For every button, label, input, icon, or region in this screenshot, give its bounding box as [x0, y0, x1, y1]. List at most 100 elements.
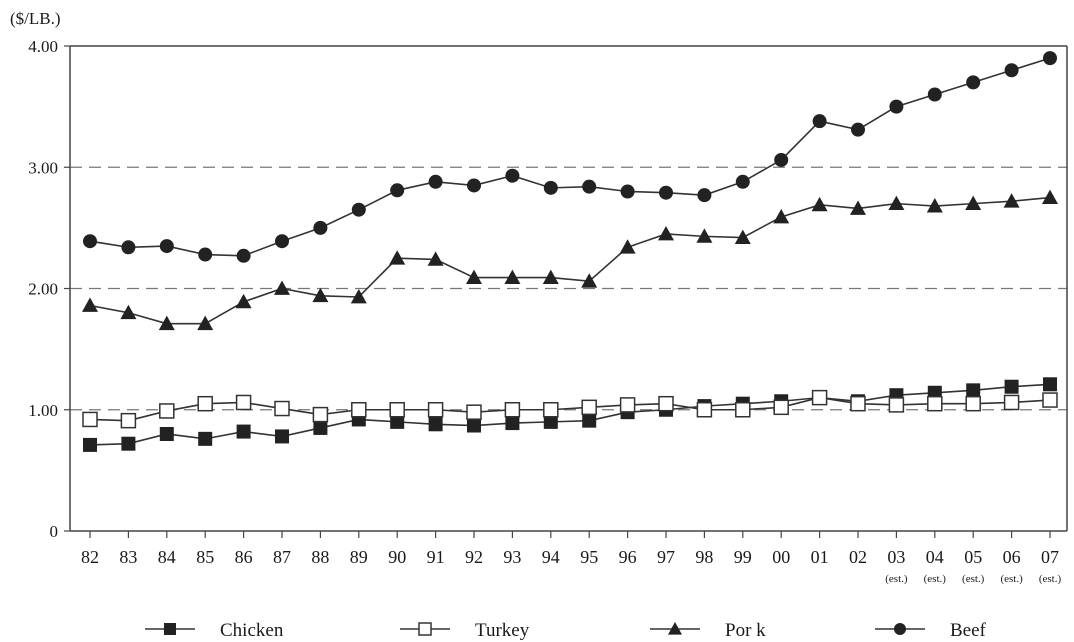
legend-label: Turkey	[475, 620, 530, 641]
data-point-marker	[543, 402, 559, 418]
data-point-marker	[619, 239, 636, 254]
x-tick-label: 87	[273, 547, 291, 567]
data-point-marker	[543, 414, 558, 429]
data-point-marker	[159, 239, 174, 254]
y-axis-unit-label: ($/LB.)	[10, 9, 61, 28]
data-point-marker	[812, 114, 827, 129]
data-point-marker	[543, 180, 558, 195]
data-point-marker	[1004, 379, 1019, 394]
x-tick-label: 03	[887, 547, 905, 567]
data-point-marker	[734, 229, 751, 244]
data-point-marker	[275, 234, 289, 249]
x-tick-label: 89	[350, 547, 368, 567]
data-point-marker	[466, 269, 482, 284]
data-point-marker	[159, 427, 174, 441]
data-point-marker	[1042, 189, 1058, 204]
data-point-marker	[926, 198, 943, 213]
data-point-marker	[467, 178, 481, 193]
data-point-marker	[83, 437, 97, 452]
x-tick-label: 94	[542, 547, 560, 567]
y-tick-label: 2.00	[28, 280, 58, 299]
data-point-marker	[1004, 63, 1019, 78]
x-tick-label: 06	[1003, 547, 1021, 567]
x-tick-label: 05	[964, 547, 982, 567]
x-tick-label: 98	[695, 547, 713, 567]
data-point-marker	[428, 174, 443, 189]
y-axis-ticks: 0 1.00 2.00 3.00 4.00	[28, 37, 70, 541]
x-tick-label: 02	[849, 547, 867, 567]
x-tick-label: 85	[196, 547, 214, 567]
data-point-marker	[390, 414, 405, 429]
data-point-marker	[965, 395, 981, 412]
data-point-marker	[505, 416, 520, 431]
x-tick-sublabel: (est.)	[885, 573, 908, 585]
data-point-marker	[581, 399, 597, 416]
data-point-marker	[542, 269, 559, 284]
data-point-marker	[889, 99, 904, 114]
data-point-marker	[164, 623, 176, 635]
x-tick-label: 97	[657, 547, 675, 567]
legend-label: Chicken	[220, 620, 284, 641]
data-point-marker	[1042, 392, 1058, 408]
data-point-marker	[351, 202, 366, 217]
data-point-marker	[1043, 377, 1057, 392]
data-point-marker	[274, 400, 290, 417]
data-point-marker	[811, 196, 828, 212]
x-tick-label: 99	[734, 547, 752, 567]
x-tick-label: 00	[772, 547, 790, 567]
series-chicken	[83, 377, 1057, 452]
data-point-marker	[120, 412, 137, 429]
data-point-marker	[350, 288, 367, 304]
data-point-marker	[198, 247, 213, 262]
series-pork	[82, 189, 1058, 331]
x-tick-label: 83	[119, 547, 137, 567]
y-tick-label: 0	[50, 522, 59, 541]
series-line	[89, 383, 1051, 446]
x-tick-label: 92	[465, 547, 483, 567]
data-point-marker	[774, 152, 789, 167]
data-point-marker	[158, 315, 175, 331]
data-point-marker	[927, 87, 942, 102]
legend-label: Por k	[725, 620, 766, 641]
x-tick-label: 86	[235, 547, 253, 567]
data-point-marker	[82, 297, 98, 312]
legend-item: Chicken	[145, 620, 284, 641]
data-point-marker	[274, 280, 290, 295]
y-tick-label: 1.00	[28, 401, 58, 420]
data-point-marker	[120, 304, 137, 320]
plot-frame	[69, 45, 1068, 532]
data-point-marker	[1003, 394, 1020, 411]
series-beef	[83, 51, 1057, 263]
data-point-marker	[850, 395, 866, 412]
data-point-marker	[850, 200, 866, 215]
data-point-marker	[418, 622, 432, 636]
x-tick-label: 91	[427, 547, 445, 567]
data-point-marker	[82, 411, 98, 428]
data-point-marker	[735, 174, 750, 189]
data-point-marker	[121, 240, 136, 255]
data-point-marker	[427, 251, 444, 266]
series-line	[89, 57, 1051, 257]
x-tick-label: 93	[503, 547, 521, 567]
data-point-marker	[466, 404, 482, 420]
data-point-marker	[467, 418, 481, 433]
data-point-marker	[735, 402, 751, 418]
x-tick-label: 88	[311, 547, 329, 567]
data-point-marker	[658, 395, 674, 412]
data-point-marker	[427, 402, 444, 418]
x-tick-label: 84	[158, 547, 176, 567]
data-point-marker	[811, 389, 828, 406]
data-point-marker	[236, 424, 251, 439]
data-point-marker	[773, 208, 790, 224]
data-point-marker	[888, 397, 905, 413]
data-point-marker	[235, 394, 252, 411]
data-point-marker	[504, 402, 521, 418]
x-tick-sublabel: (est.)	[1039, 573, 1062, 585]
x-tick-label: 95	[580, 547, 598, 567]
x-tick-label: 04	[926, 547, 944, 567]
y-tick-label: 3.00	[28, 158, 58, 177]
data-point-marker	[658, 225, 674, 241]
data-point-marker	[1003, 193, 1020, 208]
data-point-marker	[390, 183, 405, 198]
